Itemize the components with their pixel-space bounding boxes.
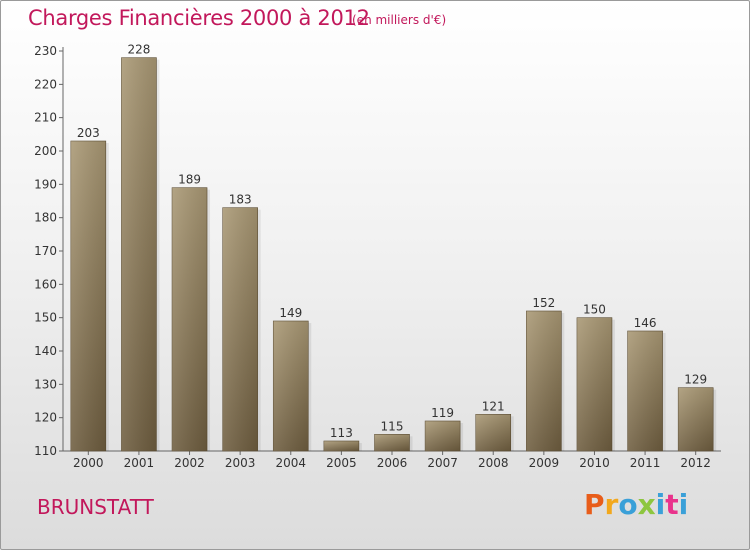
data-label: 183	[229, 193, 252, 207]
bar-shading	[70, 141, 106, 451]
y-tick-label: 230	[34, 44, 57, 58]
data-label: 115	[381, 419, 404, 433]
data-label: 146	[634, 316, 657, 330]
x-tick-label: 2009	[529, 456, 560, 470]
data-label: 228	[127, 43, 150, 57]
chart-title: Charges Financières 2000 à 2012	[28, 6, 370, 30]
x-tick-label: 2002	[174, 456, 205, 470]
x-tick-label: 2001	[124, 456, 155, 470]
x-tick-label: 2003	[225, 456, 256, 470]
bar-shading	[576, 317, 612, 451]
data-label: 121	[482, 399, 505, 413]
bar-shading	[526, 311, 562, 451]
chart-axes: 110 120 130 140 150 160 170 180 190 200 210 220 230	[34, 44, 721, 458]
bar-shading	[273, 321, 309, 451]
y-tick-label: 200	[34, 144, 57, 158]
data-label: 129	[684, 373, 707, 387]
y-tick-label: 120	[34, 411, 57, 425]
bar-shading	[121, 57, 157, 452]
y-tick-label: 210	[34, 111, 57, 125]
logo-letter: o	[618, 488, 638, 521]
x-tick-label: 2004	[275, 456, 306, 470]
x-tick-label: 2006	[377, 456, 408, 470]
bar-shading	[425, 421, 461, 451]
data-label: 152	[532, 296, 555, 310]
logo-letter: r	[604, 488, 619, 521]
bar-shading	[678, 387, 714, 451]
logo-letter: i	[678, 488, 689, 521]
data-label: 189	[178, 173, 201, 187]
x-tick-label: 2007	[427, 456, 458, 470]
city-name: BRUNSTATT	[37, 495, 154, 519]
y-tick-label: 180	[34, 211, 57, 225]
y-tick-label: 170	[34, 244, 57, 258]
x-tick-label: 2012	[680, 456, 711, 470]
bar-shading	[222, 207, 258, 451]
bar-shading	[172, 187, 208, 451]
logo-letter: P	[584, 488, 605, 521]
bar-shading	[627, 331, 663, 451]
data-label: 150	[583, 303, 606, 317]
x-tick-label: 2005	[326, 456, 357, 470]
y-tick-label: 220	[34, 77, 57, 91]
bar-shading	[475, 414, 511, 451]
logo-letter: t	[665, 488, 679, 521]
y-tick-label: 160	[34, 277, 57, 291]
x-tick-label: 2000	[73, 456, 104, 470]
logo-letter: x	[637, 488, 656, 521]
chart-bars	[70, 57, 717, 452]
y-tick-label: 140	[34, 344, 57, 358]
y-tick-label: 190	[34, 177, 57, 191]
logo-letter: i	[655, 488, 666, 521]
data-label: 119	[431, 406, 454, 420]
x-tick-label: 2008	[478, 456, 509, 470]
y-tick-label: 110	[34, 444, 57, 458]
data-label: 113	[330, 426, 353, 440]
bar-shading	[323, 441, 359, 451]
x-tick-label: 2011	[630, 456, 661, 470]
bar-shading	[374, 434, 410, 451]
data-label: 203	[77, 126, 100, 140]
chart-subtitle: (en milliers d'€)	[352, 13, 447, 27]
data-label: 149	[279, 306, 302, 320]
x-tick-label: 2010	[579, 456, 610, 470]
proxiti-logo[interactable]: Proxiti	[584, 488, 688, 521]
chart-labels: 2000 203 2001 228 2002 189 2003 183 2004 149 2005 1…	[73, 43, 711, 470]
y-tick-label: 130	[34, 377, 57, 391]
y-tick-label: 150	[34, 311, 57, 325]
